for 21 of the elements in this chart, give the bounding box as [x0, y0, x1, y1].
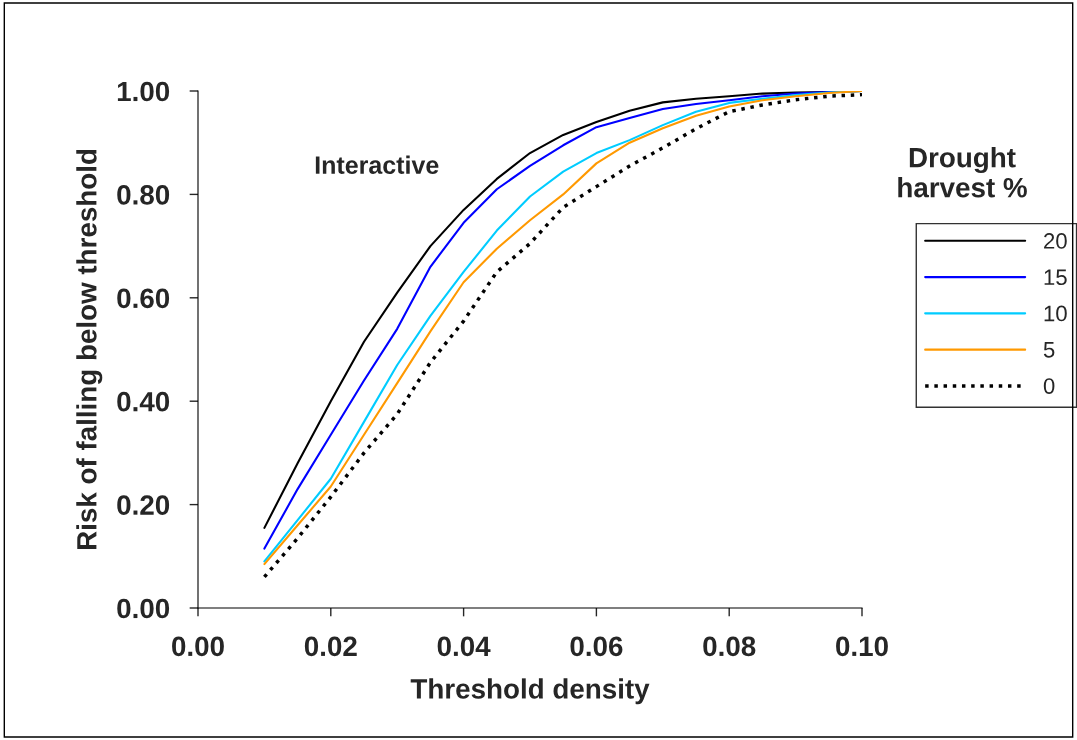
x-tick-label: 0.00 [172, 636, 224, 657]
legend-label: 10 [1044, 305, 1067, 322]
x-tick-label: 0.10 [836, 636, 888, 657]
y-axis-title: Risk of falling below threshold [76, 149, 103, 550]
y-tick-label: 1.00 [117, 81, 170, 102]
x-tick-label: 0.06 [570, 636, 623, 657]
annotation: Interactive [315, 155, 439, 174]
y-tick-label: 0.20 [117, 495, 170, 515]
legend-label: 15 [1044, 269, 1067, 286]
y-tick-label: 0.40 [117, 391, 170, 412]
y-tick-label: 0.60 [117, 288, 170, 309]
x-tick-label: 0.04 [437, 636, 491, 657]
legend-title: Drought harvest % [898, 147, 1027, 198]
legend-label: 20 [1044, 233, 1067, 249]
legend-label: 0 [1043, 378, 1055, 394]
legend-label: 5 [1043, 342, 1055, 358]
x-tick-label: 0.08 [703, 636, 756, 657]
x-axis-title: Threshold density [410, 678, 650, 705]
y-tick-label: 0.80 [117, 185, 170, 205]
y-tick-label: 0.00 [117, 598, 170, 619]
x-tick-label: 0.02 [304, 636, 357, 657]
